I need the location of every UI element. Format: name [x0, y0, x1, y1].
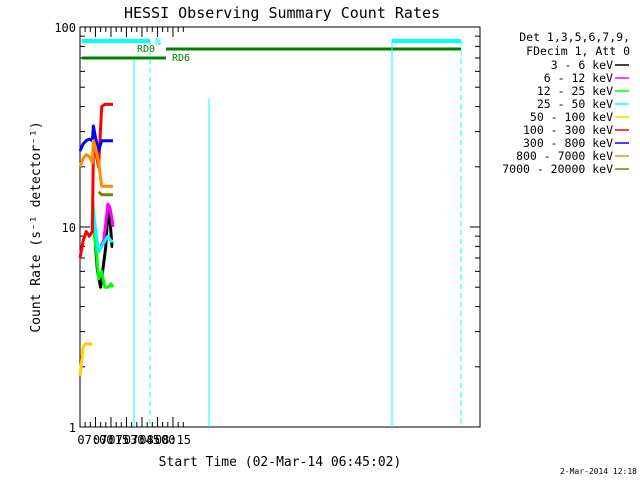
x-tick-label: 07:45: [124, 433, 160, 447]
y-tick-label: 10: [62, 221, 76, 235]
instrument-state-bars: N RD0 RD6: [82, 37, 461, 64]
series-line-800-7000-kev: [78, 139, 113, 188]
rd6-label: RD6: [172, 53, 190, 64]
legend-header-attenuator: FDecim 1, Att 0: [526, 44, 630, 58]
legend-label: 25 - 50 keV: [537, 97, 613, 111]
boundary-lines: [133, 41, 462, 427]
legend-label: 300 - 800 keV: [523, 136, 613, 150]
legend-header-detectors: Det 1,3,5,6,7,9,: [519, 30, 630, 44]
legend: Det 1,3,5,6,7,9, FDecim 1, Att 0 3 - 6 k…: [502, 30, 630, 176]
y-tick-label: 100: [54, 21, 76, 35]
rd0-label: RD0: [137, 44, 155, 55]
x-tick-label: 07:30: [108, 433, 144, 447]
series-line-50-100-kev: [78, 342, 93, 377]
axis-ticks: [80, 26, 480, 428]
night-label: N: [155, 37, 161, 48]
series-line-12-25-kev: [90, 211, 115, 289]
series-line-25-50-kev: [90, 197, 113, 254]
series-lines: [78, 102, 115, 377]
y-tick-labels: 1 10 100: [54, 21, 76, 435]
x-tick-label: 08:15: [155, 433, 191, 447]
y-axis-label: Count Rate (s⁻¹ detector⁻¹): [29, 121, 44, 332]
legend-label: 3 - 6 keV: [551, 58, 613, 72]
x-tick-label: 07:00: [77, 433, 113, 447]
legend-label: 100 - 300 keV: [523, 123, 613, 137]
legend-label: 12 - 25 keV: [537, 84, 613, 98]
legend-label: 6 - 12 keV: [544, 71, 613, 85]
legend-label: 7000 - 20000 keV: [502, 162, 613, 176]
x-axis-label: Start Time (02-Mar-14 06:45:02): [159, 455, 402, 470]
series-line-7000-20000-kev: [97, 190, 113, 197]
x-tick-label: 07:15: [93, 433, 129, 447]
y-tick-label: 1: [69, 421, 76, 435]
legend-label: 800 - 7000 keV: [516, 149, 613, 163]
chart-title: HESSI Observing Summary Count Rates: [124, 4, 440, 22]
legend-label: 50 - 100 keV: [530, 110, 613, 124]
series-line-300-800-kev: [78, 124, 113, 153]
footer-timestamp: 2-Mar-2014 12:18: [560, 467, 637, 476]
x-tick-label: 08:00: [139, 433, 175, 447]
